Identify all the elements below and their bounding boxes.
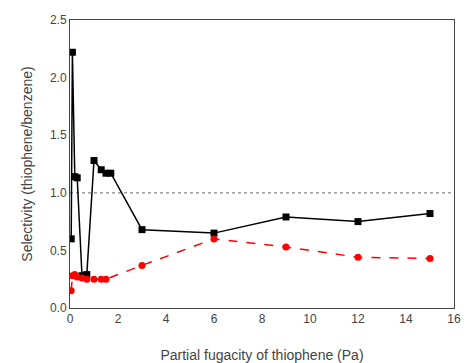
svg-text:6: 6 [211,312,218,326]
svg-text:16: 16 [447,312,461,326]
svg-text:0: 0 [67,312,74,326]
svg-text:1.5: 1.5 [50,128,67,142]
svg-text:14: 14 [399,312,413,326]
svg-text:Selectivity (thiophene/benzene: Selectivity (thiophene/benzene) [19,66,35,261]
svg-text:2: 2 [115,312,122,326]
svg-text:0.0: 0.0 [50,301,67,315]
svg-text:Partial fugacity of thiophene: Partial fugacity of thiophene (Pa) [160,347,363,363]
svg-text:10: 10 [303,312,317,326]
svg-text:4: 4 [163,312,170,326]
svg-text:0.5: 0.5 [50,244,67,258]
svg-text:1.0: 1.0 [50,186,67,200]
svg-text:2.5: 2.5 [50,13,67,27]
svg-text:12: 12 [351,312,365,326]
svg-text:8: 8 [259,312,266,326]
svg-text:2.0: 2.0 [50,71,67,85]
